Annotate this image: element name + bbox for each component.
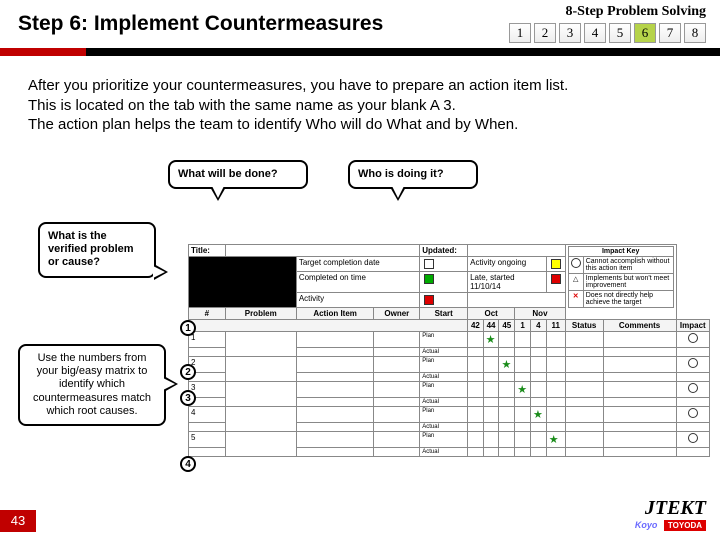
step-3: 3 <box>559 23 581 43</box>
impact-key-2: Implements but won't meet improvement <box>583 274 673 291</box>
col-num: # <box>189 308 226 320</box>
callout-problem-text: What is the verified problem or cause? <box>48 230 134 268</box>
col-nov: Nov <box>515 308 566 320</box>
legend-3: Activity <box>296 293 419 308</box>
callout-who-text: Who is doing it? <box>358 168 444 180</box>
step-2: 2 <box>534 23 556 43</box>
step-5: 5 <box>609 23 631 43</box>
step-indicator: 1 2 3 4 5 6 7 8 <box>509 23 706 43</box>
sheet-title-label: Title: <box>189 245 226 257</box>
step-1: 1 <box>509 23 531 43</box>
impact-key-3: Does not directly help achieve the targe… <box>583 291 673 308</box>
callout-what: What will be done? <box>168 160 308 189</box>
callout-numbers: Use the numbers from your big/easy matri… <box>18 344 166 426</box>
row-2: 2Plan★ <box>189 357 710 373</box>
col-start: Start <box>420 308 468 320</box>
callout-who: Who is doing it? <box>348 160 478 189</box>
legend-1: Target completion date <box>296 257 419 272</box>
col-status: Status <box>565 320 603 332</box>
circ-num-1: 1 <box>180 320 196 336</box>
row-5: 5Plan★ <box>189 432 710 448</box>
footer: 43 JTEKT Koyo TOYODA <box>0 502 720 532</box>
body-line-1: After you prioritize your countermeasure… <box>28 76 688 96</box>
col-comments: Comments <box>603 320 676 332</box>
circ-num-4: 4 <box>180 456 196 472</box>
body-text: After you prioritize your countermeasure… <box>28 76 688 135</box>
callout-problem: What is the verified problem or cause? <box>38 222 156 278</box>
col-oct: Oct <box>468 308 515 320</box>
row-1: 1Plan★ <box>189 332 710 348</box>
action-item-sheet: Title: Updated: Impact Key Cannot accomp… <box>188 244 710 474</box>
callout-what-text: What will be done? <box>178 168 278 180</box>
legend-r2: Late, started 11/10/14 <box>468 272 547 293</box>
brand-label: 8-Step Problem Solving <box>509 4 706 20</box>
row-3: 3Plan★ <box>189 382 710 398</box>
wk-42: 42 <box>468 320 484 332</box>
col-owner: Owner <box>374 308 420 320</box>
impact-key-1: Cannot accomplish without this action it… <box>583 257 673 274</box>
wk-1: 1 <box>515 320 531 332</box>
sheet-updated-label: Updated: <box>420 245 468 257</box>
wk-4: 4 <box>530 320 546 332</box>
toyoda-logo: TOYODA <box>664 520 706 531</box>
wk-11: 11 <box>546 320 565 332</box>
koyo-logo: Koyo <box>635 520 658 530</box>
wk-44: 44 <box>483 320 499 332</box>
step-8: 8 <box>684 23 706 43</box>
legend-r1: Activity ongoing <box>468 257 547 272</box>
col-problem: Problem <box>225 308 296 320</box>
legend-2: Completed on time <box>296 272 419 293</box>
body-line-3: The action plan helps the team to identi… <box>28 115 688 135</box>
row-4: 4Plan★ <box>189 407 710 423</box>
logo-block: JTEKT Koyo TOYODA <box>635 497 706 530</box>
jtekt-logo: JTEKT <box>635 497 706 520</box>
circ-num-2: 2 <box>180 364 196 380</box>
step-4: 4 <box>584 23 606 43</box>
col-action: Action Item <box>296 308 374 320</box>
divider-bar <box>0 48 720 56</box>
step-7: 7 <box>659 23 681 43</box>
impact-key-label: Impact Key <box>568 247 673 257</box>
circ-num-3: 3 <box>180 390 196 406</box>
step-6: 6 <box>634 23 656 43</box>
page-number: 43 <box>0 510 36 532</box>
col-impact: Impact <box>676 320 709 332</box>
wk-45: 45 <box>499 320 515 332</box>
slide-title: Step 6: Implement Countermeasures <box>18 12 383 36</box>
header-brand-block: 8-Step Problem Solving 1 2 3 4 5 6 7 8 <box>509 4 706 43</box>
body-line-2: This is located on the tab with the same… <box>28 96 688 116</box>
callout-numbers-text: Use the numbers from your big/easy matri… <box>33 352 151 417</box>
